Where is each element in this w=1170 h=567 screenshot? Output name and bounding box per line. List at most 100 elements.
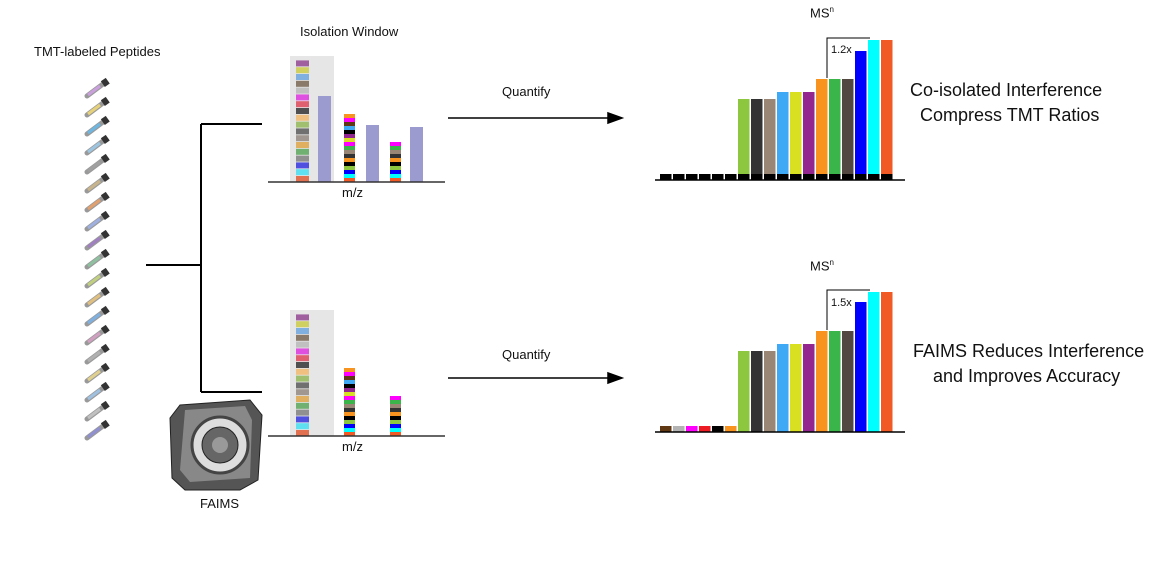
interference-bar [738, 174, 750, 180]
fold-bracket [826, 37, 870, 78]
isolation-spectrum-bottom [268, 310, 445, 437]
bar [881, 292, 893, 432]
msn-text: MS [810, 5, 830, 21]
bar [881, 40, 893, 180]
interference-segment [344, 412, 355, 416]
interference-segment [390, 404, 401, 408]
interference-segment [344, 118, 355, 122]
interference-bar [855, 174, 867, 180]
msn-chart-top [655, 37, 905, 181]
isolation-spectrum-top [268, 56, 445, 183]
bar [764, 99, 776, 180]
bar [777, 344, 789, 432]
quantify-label-top: Quantify [502, 84, 551, 99]
interference-segment [344, 368, 355, 372]
interference-segment [390, 428, 401, 432]
interference-segment [344, 158, 355, 162]
interference-segment [344, 380, 355, 384]
precursor-peak [410, 127, 423, 182]
peptide-segment [296, 74, 309, 80]
peptide-segment [296, 108, 309, 114]
peptide-segment [296, 80, 309, 87]
interference-segment [390, 400, 401, 404]
bar [751, 99, 763, 180]
interference-segment [344, 388, 355, 392]
interference-segment [344, 432, 355, 436]
bar [764, 351, 776, 432]
isolation-window-label: Isolation Window [300, 24, 399, 39]
tube-cap [100, 229, 110, 239]
tube-cap [100, 324, 110, 334]
bar [712, 426, 724, 432]
interference-bar [712, 174, 724, 180]
interference-segment [344, 130, 355, 134]
interference-segment [390, 174, 401, 178]
bar [803, 344, 815, 432]
bar [855, 51, 867, 180]
peptide-segment [296, 375, 309, 382]
interference-segment [344, 384, 355, 388]
interference-segment [390, 162, 401, 166]
faims-device-icon [169, 399, 263, 491]
peptide-segment [296, 348, 309, 355]
bar [842, 79, 854, 180]
peptide-segment [296, 176, 309, 182]
mz-label-top: m/z [342, 185, 363, 200]
tube-cap [100, 381, 110, 391]
interference-segment [390, 154, 401, 158]
tube-liquid [87, 331, 101, 344]
interference-segment [344, 114, 355, 118]
peptide-segment [296, 142, 309, 148]
bar [816, 79, 828, 180]
msn-sup: n [829, 258, 834, 267]
msn-title-bottom: MSn [810, 258, 834, 273]
interference-bar [868, 174, 880, 180]
peptide-segment [296, 402, 309, 409]
interference-segment [390, 396, 401, 400]
tube-cap [100, 400, 110, 410]
interference-segment [344, 170, 355, 174]
peptide-segment [296, 382, 309, 389]
precursor-peak [366, 125, 379, 182]
result-bottom-line1: FAIMS Reduces Interference [913, 341, 1145, 361]
tube-liquid [87, 369, 101, 382]
peptide-segment [296, 114, 309, 121]
tube-liquid [87, 274, 101, 287]
tube-cap [100, 191, 110, 201]
interference-segment [390, 166, 401, 170]
tube-cap [100, 77, 110, 87]
tube-liquid [87, 236, 101, 249]
interference-segment [344, 122, 355, 126]
interference-segment [390, 142, 401, 146]
tube-liquid [87, 293, 101, 306]
bar [699, 426, 711, 432]
fold-bracket [826, 289, 870, 330]
bar [829, 331, 841, 432]
peptide-segment [296, 328, 309, 334]
peptide-segment [296, 87, 309, 94]
tube-liquid [87, 388, 101, 401]
bar [868, 292, 880, 432]
tube-liquid [87, 84, 101, 97]
tube-cap [100, 134, 110, 144]
bar [725, 426, 737, 432]
peptide-segment [296, 128, 309, 135]
tube-liquid [87, 179, 101, 192]
interference-segment [344, 392, 355, 396]
peptide-segment [296, 135, 309, 142]
tube-liquid [87, 141, 101, 154]
tube-liquid [87, 198, 101, 211]
fold-label-bottom: 1.5x [831, 297, 852, 309]
interference-segment [344, 420, 355, 424]
interference-segment [344, 154, 355, 158]
bar [738, 99, 750, 180]
interference-segment [344, 138, 355, 142]
interference-segment [390, 408, 401, 412]
interference-bar [660, 174, 672, 180]
bar [816, 331, 828, 432]
interference-segment [344, 166, 355, 170]
interference-segment [390, 146, 401, 150]
peptide-segment [296, 314, 309, 321]
